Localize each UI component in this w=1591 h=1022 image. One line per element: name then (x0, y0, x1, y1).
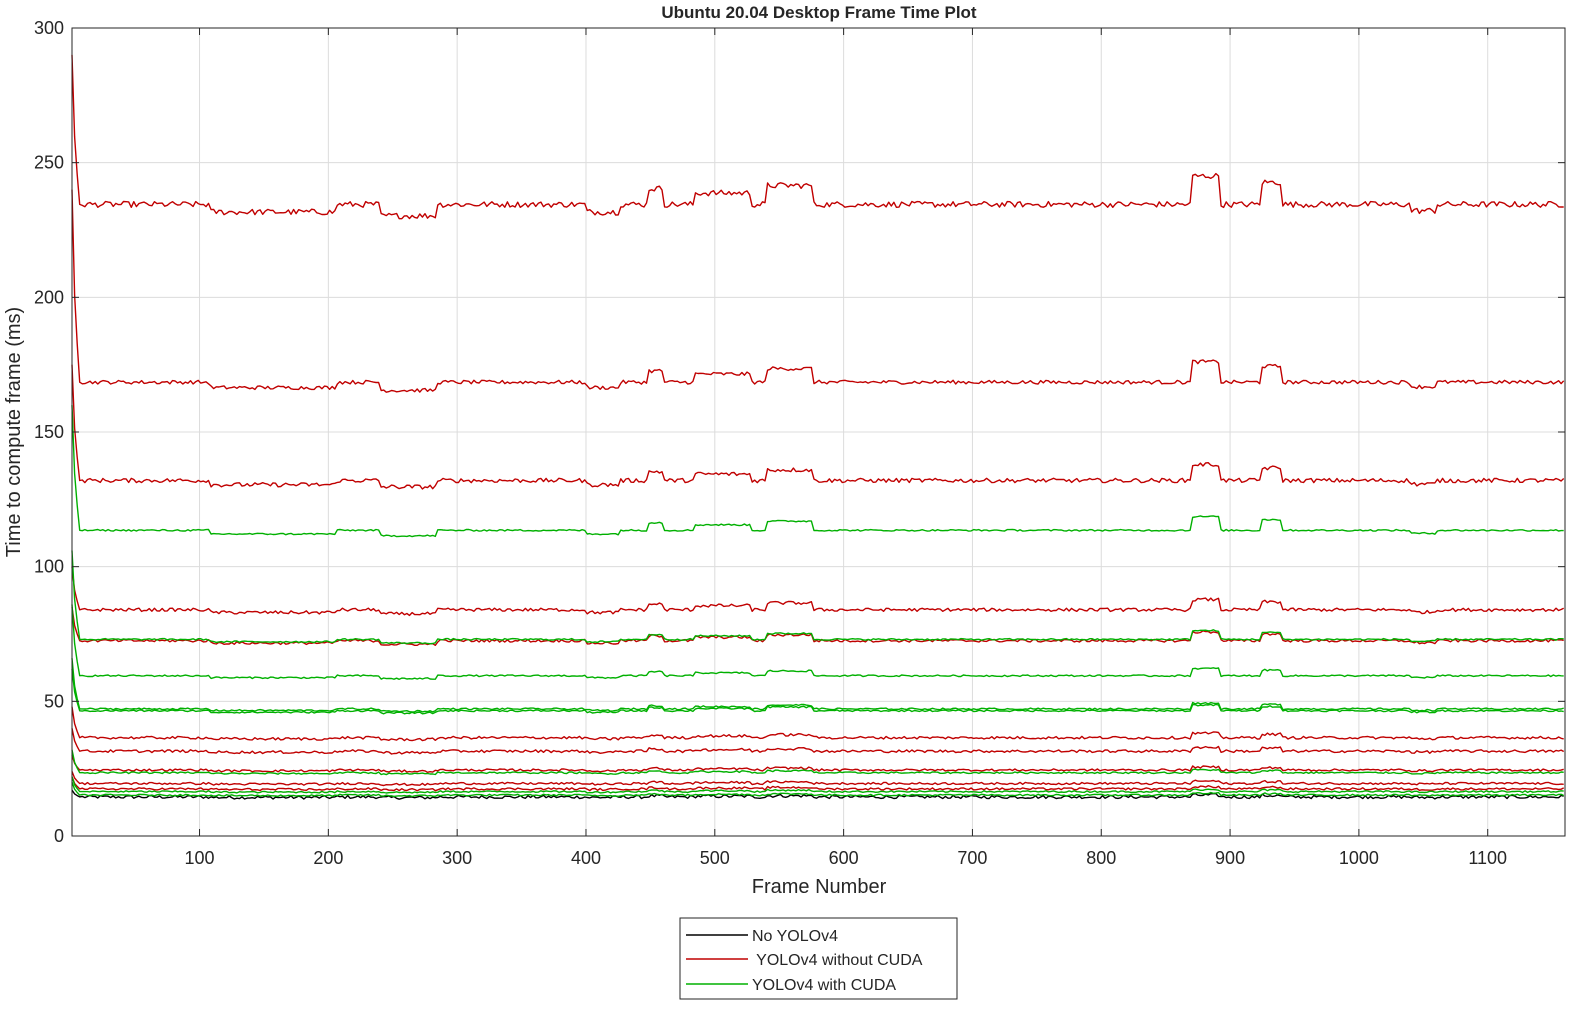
series-line (71, 789, 1564, 800)
x-tick-label: 900 (1215, 848, 1245, 868)
tick-layer: 100 200 300 400 500 600 700 800 900 1000 1100 0 50 10… (34, 18, 1565, 868)
series-line (71, 604, 1564, 680)
y-tick-label: 150 (34, 422, 64, 442)
y-tick-label: 100 (34, 557, 64, 577)
series-line (71, 776, 1565, 792)
grid-layer (72, 27, 1565, 837)
x-tick-label: 400 (571, 848, 601, 868)
series-line (71, 749, 1564, 776)
x-tick-label: 200 (313, 848, 343, 868)
y-axis-label: Time to compute frame (ms) (3, 307, 25, 557)
series-line (71, 54, 1564, 220)
y-tick-label: 300 (34, 18, 64, 38)
x-tick-label: 600 (829, 848, 859, 868)
legend-label-without-cuda: YOLOv4 without CUDA (752, 952, 923, 969)
series-line (71, 776, 1564, 794)
chart-title: Ubuntu 20.04 Desktop Frame Time Plot (661, 3, 977, 22)
x-axis-label: Frame Number (752, 876, 887, 898)
y-tick-label: 0 (54, 826, 64, 846)
series-line (71, 754, 1564, 773)
series-line (71, 550, 1564, 645)
x-tick-label: 1100 (1468, 848, 1507, 868)
x-tick-label: 1000 (1339, 848, 1379, 868)
legend-label-with-cuda: YOLOv4 with CUDA (752, 977, 896, 994)
series-line (71, 189, 1565, 393)
series-line (71, 364, 1565, 490)
x-tick-label: 500 (700, 848, 730, 868)
x-tick-label: 300 (442, 848, 472, 868)
series-line (71, 658, 1564, 713)
x-tick-label: 800 (1086, 848, 1116, 868)
y-tick-label: 200 (34, 287, 64, 307)
series-line (71, 668, 1564, 715)
series-layer (71, 54, 1565, 800)
legend-label-no-yolo: No YOLOv4 (752, 928, 838, 945)
series-line (71, 405, 1564, 538)
series-line (71, 566, 1565, 617)
series-line (71, 728, 1565, 755)
series-line (71, 781, 1564, 798)
y-tick-label: 250 (34, 153, 64, 173)
y-tick-label: 50 (44, 691, 64, 711)
series-line (71, 771, 1564, 787)
series-line (71, 706, 1564, 742)
x-tick-label: 100 (185, 848, 215, 868)
x-tick-label: 700 (957, 848, 987, 868)
legend: No YOLOv4 YOLOv4 without CUDA YOLOv4 wit… (679, 917, 958, 1000)
